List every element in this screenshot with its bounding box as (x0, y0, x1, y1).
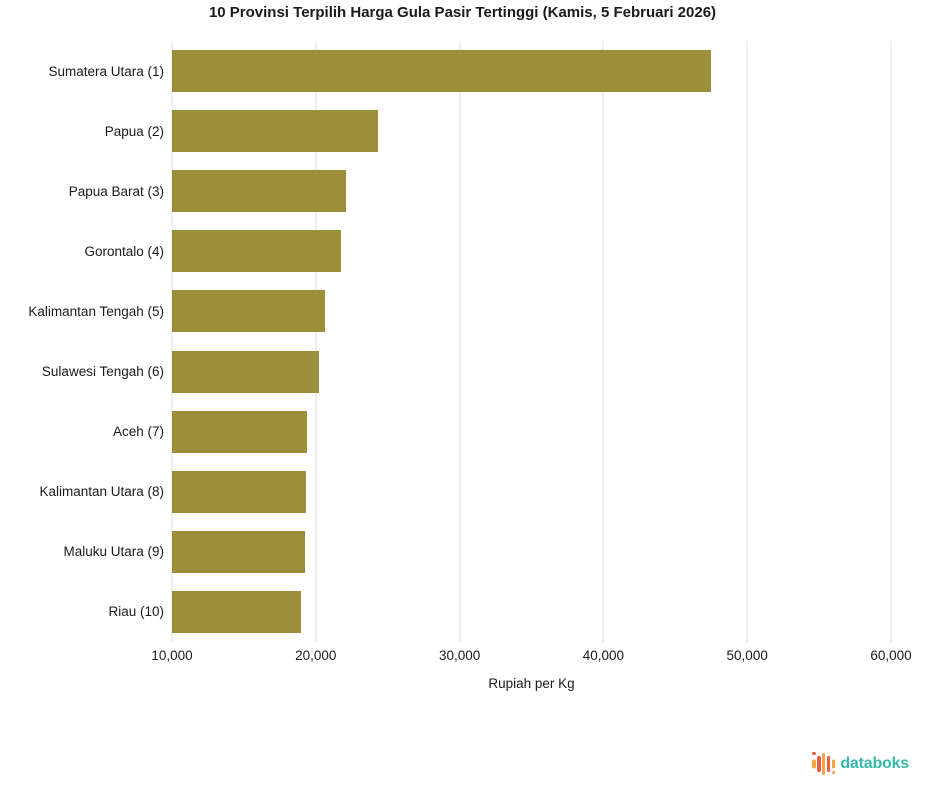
x-axis-tick-label: 50,000 (726, 648, 768, 663)
x-axis-ticks: 10,000 20,000 30,000 40,000 50,000 60,000 (151, 648, 911, 666)
x-axis-tick-label: 10,000 (151, 648, 193, 663)
logo-bar (831, 759, 835, 768)
gridline-50,000 (746, 41, 748, 642)
y-axis-label: Gorontalo (4) (84, 243, 164, 259)
logo-bar (821, 752, 826, 775)
chart-title: 10 Provinsi Terpilih Harga Gula Pasir Te… (208, 4, 717, 21)
gridline-30,000 (459, 41, 461, 642)
y-axis-label: Maluku Utara (9) (63, 544, 164, 560)
databoks-logo-text: databoks (840, 754, 909, 772)
gridline-60,000 (890, 41, 892, 642)
gridline-10,000 (171, 41, 173, 642)
logo-bar (826, 755, 831, 772)
databoks-bars-icon (812, 750, 835, 777)
bar-papua-2 (172, 110, 378, 153)
logo-bar (812, 759, 816, 768)
y-axis-label: Aceh (7) (112, 424, 164, 440)
logo-bar (817, 755, 821, 772)
bar-riau-10 (172, 590, 301, 633)
y-axis-label: Sulawesi Tengah (6) (41, 364, 164, 380)
logo-dot (812, 752, 816, 756)
logo-dot (831, 771, 835, 775)
plot-area (171, 41, 892, 642)
bar-row (172, 402, 891, 462)
bar-papua-barat-3 (172, 170, 346, 213)
bar-aceh-7 (172, 410, 308, 453)
bar-row (172, 161, 891, 221)
bar-kalimantan-tengah-5 (172, 290, 326, 333)
y-axis-label: Papua (2) (104, 123, 164, 139)
x-axis-tick-label: 60,000 (870, 648, 912, 663)
y-axis-label: Kalimantan Tengah (5) (28, 303, 164, 319)
y-axis-label: Sumatera Utara (1) (48, 63, 164, 79)
x-axis-tick-label: 40,000 (582, 648, 625, 663)
x-axis-tick-label: 20,000 (295, 648, 337, 663)
bar-row (172, 582, 891, 642)
bar-maluku-utara-9 (172, 530, 305, 573)
gridline-40,000 (602, 41, 604, 642)
gridline-20,000 (315, 41, 317, 642)
y-axis-labels: Sumatera Utara (1) Papua (2) Papua Barat (… (0, 41, 164, 642)
bar-row (172, 522, 891, 582)
bar-row (172, 281, 891, 341)
databoks-logo: databoks (812, 750, 909, 777)
bar-kalimantan-utara-8 (172, 470, 306, 513)
y-axis-label: Riau (10) (108, 604, 164, 620)
bar-sulawesi-tengah-6 (172, 350, 320, 393)
bar-row (172, 462, 891, 522)
bar-gorontalo-4 (172, 230, 341, 273)
bar-row (172, 342, 891, 402)
bar-sumatera-utara-1 (172, 50, 711, 92)
bar-row (172, 221, 891, 281)
bar-row (172, 41, 891, 101)
x-axis-title: Rupiah per Kg (488, 676, 575, 691)
y-axis-label: Papua Barat (3) (68, 183, 164, 199)
bar-row (172, 101, 891, 161)
y-axis-label: Kalimantan Utara (8) (39, 484, 164, 500)
x-axis-tick-label: 30,000 (438, 648, 481, 663)
